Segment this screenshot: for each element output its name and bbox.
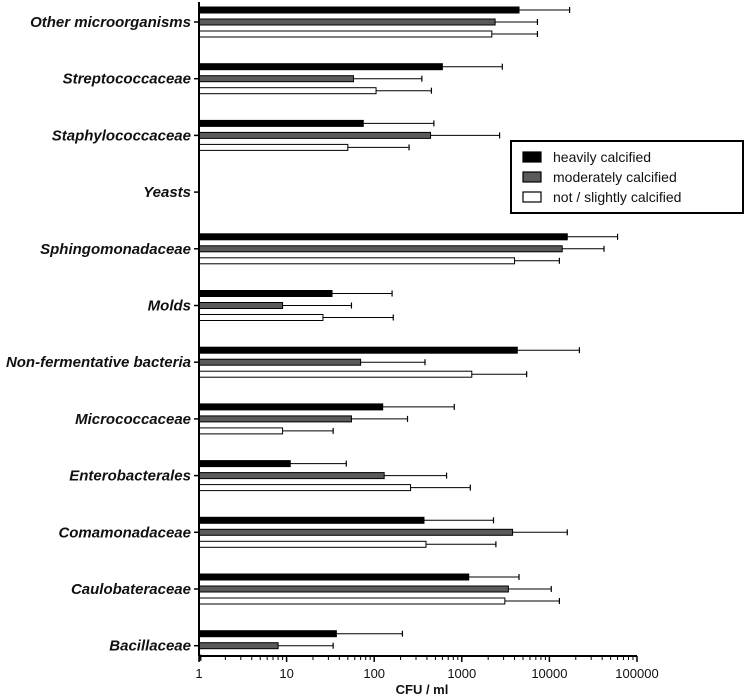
category-label: Enterobacterales: [69, 468, 191, 485]
bar: [198, 18, 496, 26]
bar: [198, 257, 516, 265]
bar: [198, 460, 291, 468]
category-label: Caulobateraceae: [71, 581, 191, 598]
category-label: Sphingomonadaceae: [40, 241, 191, 258]
bar: [198, 245, 563, 253]
category-label: Other microorganisms: [30, 14, 191, 31]
bar: [198, 630, 337, 638]
category-label: Non-fermentative bacteria: [6, 354, 191, 371]
bar: [198, 87, 377, 95]
bar: [198, 30, 493, 38]
bar: [198, 314, 324, 321]
category-label: Micrococcaceae: [75, 411, 191, 428]
legend-swatch: [522, 191, 542, 203]
category-label: Staphylococcaceae: [52, 127, 191, 144]
category-label: Molds: [148, 298, 191, 315]
bar: [198, 642, 279, 650]
bar: [198, 370, 473, 378]
bar: [198, 302, 284, 309]
bar: [198, 358, 362, 366]
bar: [198, 516, 425, 524]
bar: [198, 131, 432, 139]
category-label: Streptococcaceae: [63, 71, 191, 88]
bar: [198, 415, 352, 423]
x-tick-label: 10000: [531, 666, 567, 681]
x-axis-title: CFU / ml: [396, 682, 449, 697]
bar: [198, 585, 509, 593]
category-labels: Other microorganisms Streptococcaceae Stap…: [6, 14, 199, 655]
bars-layer: [198, 6, 568, 662]
bar: [198, 143, 349, 151]
category-label: Yeasts: [143, 184, 191, 201]
x-tick-label: 1: [195, 666, 202, 681]
bar: [198, 427, 284, 435]
category-label: Bacillaceae: [109, 638, 191, 655]
bar: [198, 472, 385, 480]
legend-label: not / slightly calcified: [553, 189, 681, 205]
bar: [198, 484, 412, 492]
bar: [198, 6, 520, 14]
bar: [198, 528, 514, 536]
bar: [198, 290, 333, 297]
legend-swatch: [522, 171, 542, 183]
x-tick-label: 100000: [615, 666, 658, 681]
bar: [198, 233, 568, 241]
x-tick-label: 100: [363, 666, 385, 681]
legend-label: heavily calcified: [553, 149, 651, 165]
error-bars-layer: [199, 7, 619, 661]
bar: [198, 540, 427, 548]
legend: heavily calcified moderately calcified not…: [510, 140, 744, 214]
legend-label: moderately calcified: [553, 169, 677, 185]
bar: [198, 346, 518, 354]
bar: [198, 403, 384, 411]
legend-box: [510, 140, 744, 214]
bar: [198, 597, 506, 605]
bar: [198, 573, 470, 581]
bar: [198, 75, 354, 83]
legend-swatch: [522, 151, 542, 163]
bar: [198, 119, 364, 127]
bar: [198, 63, 443, 71]
x-tick-label: 10: [279, 666, 293, 681]
x-tick-label: 1000: [447, 666, 476, 681]
x-axis-ticks: 1 10 100 1000 10000 100000: [195, 656, 659, 681]
category-label: Comamonadaceae: [58, 524, 191, 541]
